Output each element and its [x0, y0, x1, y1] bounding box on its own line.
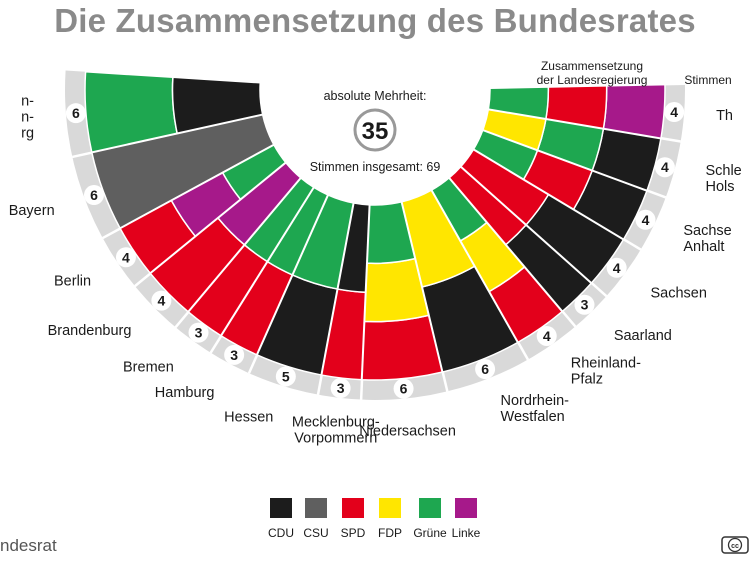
state-wedge: 3 Bremen — [123, 176, 316, 376]
state-label: Hamburg — [155, 385, 215, 401]
legend-label: Linke — [452, 526, 481, 540]
votes-count-badge — [475, 359, 496, 380]
state-label: Saarland — [614, 328, 672, 344]
votes-count: 3 — [337, 380, 345, 396]
votes-count-badge — [536, 325, 557, 346]
votes-count-badge — [224, 344, 245, 365]
state-coalition-bar — [217, 161, 303, 247]
state-coalition-bar — [430, 176, 489, 242]
votes-count: 4 — [157, 293, 165, 309]
state-wedge: 4 Sachsen — [459, 148, 707, 302]
state-label: Sachsen — [650, 286, 706, 302]
votes-count-badge — [654, 157, 675, 178]
votes-count-badge — [65, 103, 86, 124]
votes-count: 3 — [195, 325, 203, 341]
state-coalition-bar — [243, 176, 316, 263]
state-coalition-bar — [459, 148, 550, 226]
state-label: Bremen — [123, 360, 174, 376]
votes-count: 4 — [670, 104, 678, 120]
state-wedge: 4 Sachse Anhalt — [472, 128, 732, 255]
cc-license-icon: cc — [721, 536, 749, 554]
legend-label: SPD — [341, 526, 366, 540]
state-label: Bayern — [9, 203, 55, 219]
votes-count-badge — [83, 185, 104, 206]
votes-count: 6 — [90, 187, 98, 203]
state-label: Th — [716, 108, 733, 124]
state-label: n-n-rg — [21, 93, 34, 141]
state-label: Sachse Anhalt — [683, 223, 731, 255]
state-label: Rheinland-Pfalz — [571, 355, 641, 387]
legend-label: CSU — [303, 526, 328, 540]
state-coalition-bar — [221, 143, 287, 201]
state-coalition-bar — [602, 83, 666, 140]
state-coalition-bar — [90, 113, 275, 230]
votes-count-badge — [330, 378, 351, 399]
state-label: Nordrhein-Westfalen — [501, 393, 570, 425]
state-label: Hessen — [224, 410, 273, 426]
legend-label: FDP — [378, 526, 402, 540]
votes-header: Stimmen — [684, 73, 731, 87]
state-wedge: 6 Niedersachsen — [359, 200, 456, 439]
svg-text:cc: cc — [731, 543, 739, 550]
state-coalition-bar — [400, 189, 476, 288]
majority-value: 35 — [362, 118, 389, 145]
state-wedge: 6 Bayern — [9, 113, 275, 240]
votes-count-badge — [635, 209, 656, 230]
state-coalition-bar — [266, 186, 330, 277]
legend-swatch — [455, 498, 477, 518]
votes-count: 4 — [122, 249, 130, 265]
state-wedge: 4 Th — [487, 82, 733, 140]
state-label: Schle Hols — [705, 163, 741, 195]
wedge-divider — [489, 82, 685, 89]
votes-count: 6 — [400, 381, 408, 397]
total-votes-label: Stimmen insgesamt: 69 — [310, 160, 441, 174]
state-coalition-bar — [472, 128, 539, 181]
state-wedge: 6 n-n-rg — [21, 70, 264, 159]
votes-count: 5 — [282, 368, 290, 384]
legend-label: Grüne — [413, 526, 447, 540]
state-coalition-bar — [487, 85, 550, 120]
state-label: Brandenburg — [48, 323, 132, 339]
votes-count: 4 — [661, 159, 669, 175]
votes-count: 3 — [581, 297, 589, 313]
votes-count: 3 — [230, 347, 238, 363]
government-header: der Landesregierung — [537, 73, 648, 87]
state-wedge: 4 Schle Hols — [481, 107, 742, 195]
votes-count-badge — [664, 102, 685, 123]
legend-swatch — [270, 498, 292, 518]
legend-swatch — [379, 498, 401, 518]
chart-title: Die Zusammensetzung des Bundesrates — [54, 2, 696, 39]
source-label: ndesrat — [0, 536, 57, 555]
votes-count-badge — [151, 290, 172, 311]
state-wedge: 6 Nordrhein-Westfalen — [400, 189, 570, 425]
legend-swatch — [419, 498, 441, 518]
votes-count: 4 — [543, 328, 551, 344]
legend-swatch — [342, 498, 364, 518]
votes-count-badge — [606, 257, 627, 278]
legend-label: CDU — [268, 526, 294, 540]
state-label: Berlin — [54, 274, 91, 290]
majority-badge — [353, 108, 397, 152]
votes-count: 4 — [642, 212, 650, 228]
state-label: Niedersachsen — [359, 423, 456, 439]
votes-count-badge — [115, 247, 136, 268]
state-coalition-bar — [481, 108, 547, 152]
votes-count-badge — [188, 322, 209, 343]
state-coalition-bar — [291, 194, 355, 290]
state-wedge: 5 Hessen — [224, 194, 356, 426]
votes-count: 4 — [613, 260, 621, 276]
votes-count-badge — [275, 366, 296, 387]
votes-count-badge — [574, 294, 595, 315]
state-coalition-bar — [336, 202, 371, 294]
government-header: Zusammensetzung — [541, 59, 643, 73]
legend-swatch — [305, 498, 327, 518]
votes-count: 6 — [72, 105, 80, 121]
state-coalition-bar — [366, 200, 417, 265]
votes-count-badge — [393, 378, 414, 399]
state-label: Mecklenburg-Vorpommern — [292, 415, 380, 447]
majority-label: absolute Mehrheit: — [324, 89, 427, 103]
votes-count: 6 — [481, 361, 489, 377]
state-coalition-bar — [448, 165, 528, 246]
